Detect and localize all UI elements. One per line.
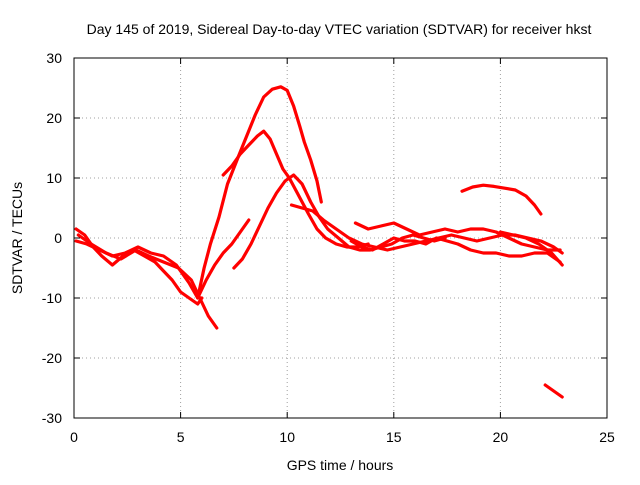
x-tick-label: 5 [177,429,185,445]
series-line-track-c [76,233,219,330]
series-line-track-h [353,221,562,252]
x-tick-label: 0 [70,429,78,445]
series-line-track-a [74,227,204,306]
y-tick-label: -20 [42,350,62,366]
series-line-track-b [74,218,251,300]
chart-title: Day 145 of 2019, Sidereal Day-to-day VTE… [87,21,592,37]
y-tick-label: -30 [42,410,62,426]
series-line-track-g [289,203,564,255]
y-tick-label: 30 [46,50,62,66]
y-tick-label: 10 [46,170,62,186]
y-axis-title: SDTVAR / TECUs [9,182,25,294]
series-layer [74,85,564,399]
x-tick-label: 25 [599,429,615,445]
series-line-track-f [232,173,447,270]
y-tick-label: 0 [54,230,62,246]
x-tick-label: 10 [279,429,295,445]
y-tick-label: 20 [46,110,62,126]
x-tick-label: 15 [386,429,402,445]
y-tick-label: -10 [42,290,62,306]
series-line-track-j [460,183,543,216]
x-axis-title: GPS time / hours [287,457,394,473]
x-tick-label: 20 [493,429,509,445]
series-line-track-i [349,236,562,264]
series-line-track-d [196,85,323,300]
tick-layer: 0 5 10 15 20 25 -30 -20 -10 0 10 20 30 [42,50,615,445]
series-line-track-l [498,230,564,267]
grid-layer [74,58,607,418]
series-line-track-e [221,129,370,249]
series-line-track-k [543,383,564,399]
